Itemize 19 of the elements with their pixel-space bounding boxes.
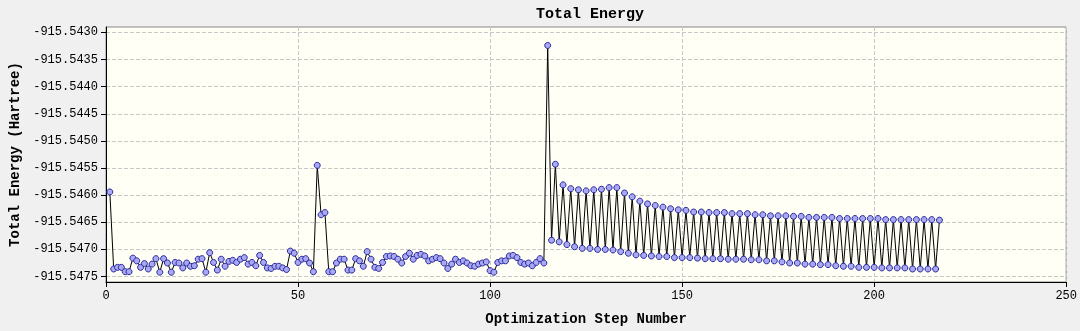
x-tick-label: 0	[102, 289, 110, 303]
chart-title: Total Energy	[535, 6, 645, 23]
x-tick-label: 200	[863, 289, 885, 303]
y-tick-label: -915.5460	[33, 188, 98, 203]
y-tick-label: -915.5435	[33, 52, 98, 67]
x-tick-label: 50	[290, 289, 306, 303]
x-axis-title: Optimization Step Number	[485, 311, 687, 327]
y-axis-title: Total Energy (Hartree)	[7, 62, 23, 247]
x-tick-label: 250	[1055, 289, 1077, 303]
y-tick-label: -915.5455	[33, 161, 98, 176]
y-tick-label: -915.5465	[33, 215, 98, 230]
x-tick-label: 150	[671, 289, 693, 303]
y-tick-label: -915.5440	[33, 79, 98, 94]
y-tick-label: -915.5445	[33, 106, 98, 121]
y-tick-label: -915.5475	[33, 269, 98, 284]
y-tick-label: -915.5450	[33, 133, 98, 148]
y-tick-label: -915.5470	[33, 242, 98, 257]
x-tick-label: 100	[479, 289, 501, 303]
y-tick-label: -915.5430	[33, 25, 98, 40]
